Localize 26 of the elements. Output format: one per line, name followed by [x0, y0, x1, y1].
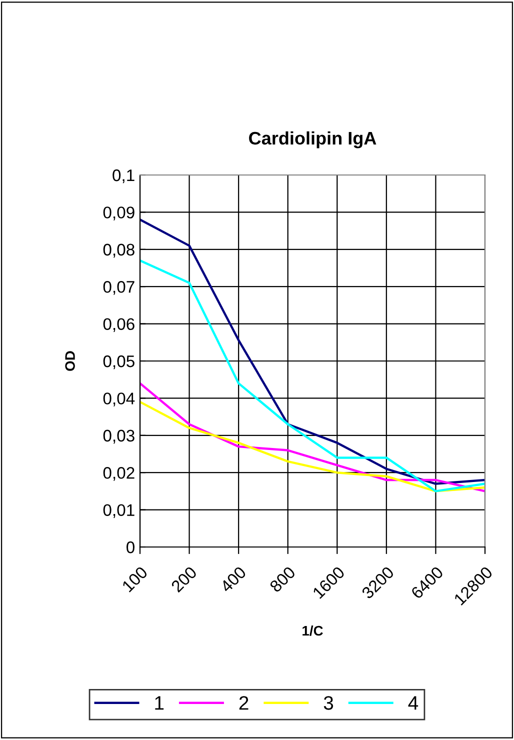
- line-series: [140, 259, 485, 492]
- y-tick-label: 0,03: [103, 430, 134, 444]
- y-tick-label: 0,07: [103, 281, 134, 295]
- legend-label: 4: [408, 696, 418, 710]
- legend-label: 3: [324, 696, 334, 710]
- line-series: [140, 382, 485, 492]
- x-axis-title: 1/C: [302, 625, 323, 636]
- x-tick-label: 200: [170, 566, 198, 593]
- y-tick-label: 0,09: [103, 206, 134, 220]
- x-tick-label: 800: [269, 566, 296, 593]
- chart-title: Cardiolipin IgA: [249, 131, 376, 148]
- y-tick-label: 0,1: [112, 169, 134, 184]
- line-series: [140, 218, 485, 485]
- line-series: [140, 400, 485, 492]
- y-tick-label: 0,05: [103, 355, 134, 370]
- legend-label: 2: [239, 696, 248, 710]
- y-tick-label: 0,06: [103, 318, 134, 332]
- y-tick-label: 0,04: [103, 392, 135, 406]
- x-tick-label: 400: [219, 566, 247, 594]
- y-tick-label: 0,01: [103, 504, 134, 518]
- y-axis-title: OD: [65, 351, 75, 371]
- y-tick-label: 0: [126, 541, 134, 554]
- y-tick-label: 0,02: [103, 467, 134, 481]
- x-tick-label: 100: [122, 566, 148, 592]
- y-tick-label: 0,08: [103, 244, 134, 258]
- legend-label: 1: [155, 696, 164, 710]
